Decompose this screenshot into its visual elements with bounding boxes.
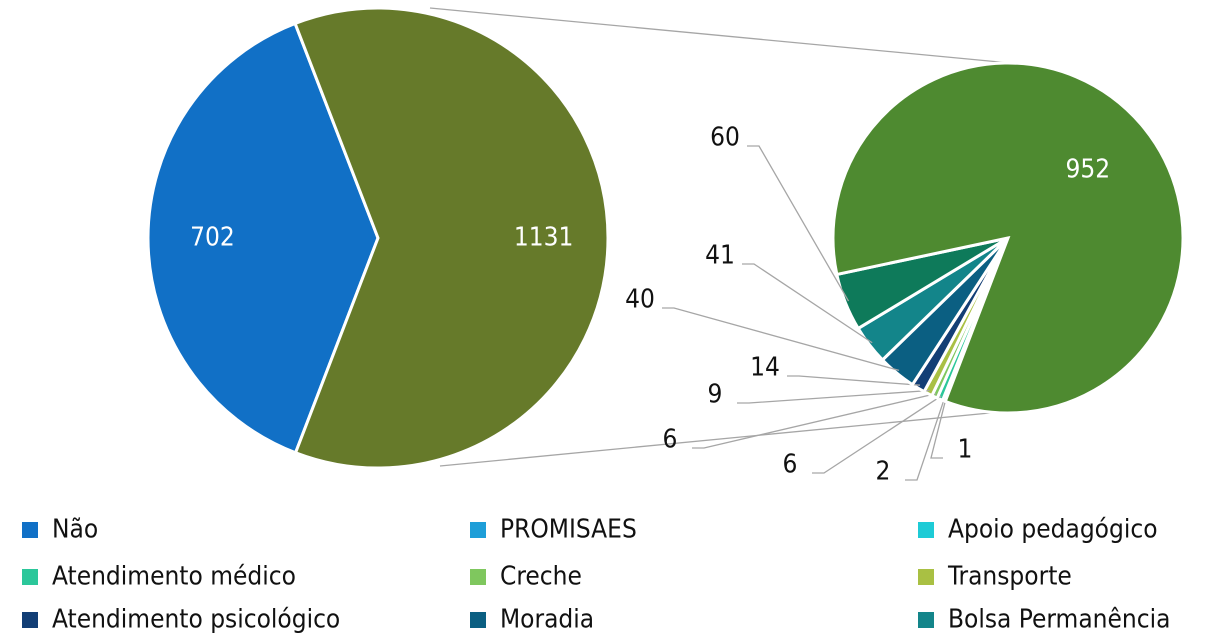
legend-label: Atendimento médico: [52, 562, 296, 592]
pie-slice: [293, 6, 610, 470]
legend-label: Atendimento psicológico: [52, 605, 340, 635]
data-label: 9: [708, 380, 723, 410]
legend-swatch: [22, 569, 38, 585]
leader-line: [905, 397, 946, 481]
legend-swatch: [470, 569, 486, 585]
leader-line: [812, 395, 942, 474]
data-label: 40: [625, 285, 655, 315]
leader-line: [787, 375, 921, 386]
legend-label: Não: [52, 515, 98, 545]
pie-slice: [146, 21, 380, 455]
legend-swatch: [918, 522, 934, 538]
legend-swatch: [22, 522, 38, 538]
leader-line: [747, 145, 850, 302]
legend-swatch: [470, 522, 486, 538]
leader-line: [692, 393, 937, 449]
data-label: 1: [958, 435, 973, 465]
leader-line: [737, 389, 930, 404]
pie-slice: [831, 61, 1185, 415]
legend-swatch: [918, 569, 934, 585]
leader-line: [662, 307, 900, 372]
data-label: 702: [190, 223, 235, 253]
data-label: 1131: [514, 222, 574, 252]
connector-line: [429, 7, 1011, 64]
legend-swatch: [22, 612, 38, 628]
connector-line: [439, 411, 1001, 467]
leader-line: [930, 397, 947, 459]
legend-label: Moradia: [500, 605, 594, 635]
legend-label: PROMISAES: [500, 515, 637, 545]
legend-swatch: [918, 612, 934, 628]
legend-label: Transporte: [947, 562, 1072, 592]
data-label: 6: [783, 450, 798, 480]
leader-line: [742, 263, 873, 344]
data-label: 952: [1066, 154, 1111, 184]
legend-label: Apoio pedagógico: [948, 515, 1158, 545]
data-label: 6: [663, 425, 678, 455]
data-label: 41: [705, 241, 735, 271]
legend-label: Creche: [500, 562, 582, 592]
legend-swatch: [470, 612, 486, 628]
data-label: 60: [710, 123, 740, 153]
data-label: 14: [750, 353, 780, 383]
legend-label: Bolsa Permanência: [948, 605, 1170, 635]
data-label: 2: [876, 457, 891, 487]
